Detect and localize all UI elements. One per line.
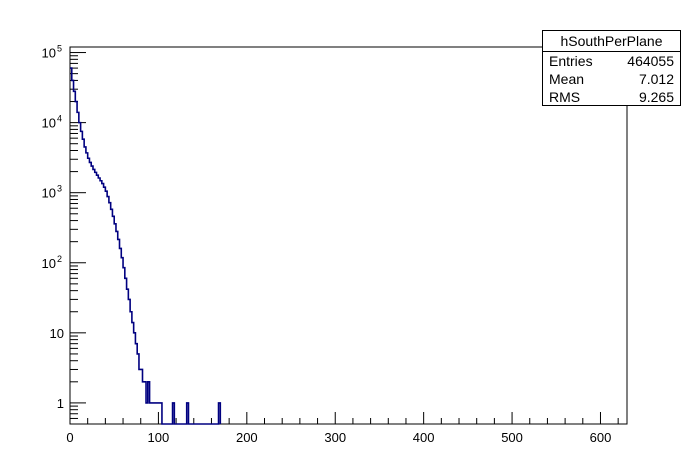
x-tick-label: 100 — [148, 430, 170, 445]
stats-row-entries: Entries 464055 — [543, 52, 680, 70]
plot-frame — [69, 46, 628, 425]
y-tick-exponent: 5 — [57, 44, 62, 54]
y-tick-label: 10 — [42, 116, 56, 131]
stats-rms-label: RMS — [549, 89, 581, 105]
histogram-line — [70, 67, 222, 425]
y-tick-exponent: 3 — [57, 184, 62, 194]
stats-entries-value: 464055 — [627, 53, 674, 69]
y-tick-label: 10 — [42, 46, 56, 61]
stats-entries-label: Entries — [549, 53, 593, 69]
y-tick-label: 10 — [50, 326, 64, 341]
y-tick-exponent: 4 — [57, 114, 62, 124]
stats-row-mean: Mean 7.012 — [543, 70, 680, 88]
y-tick-label: 10 — [42, 186, 56, 201]
stats-box: hSouthPerPlane Entries 464055 Mean 7.012… — [542, 30, 681, 106]
y-tick-label: 10 — [42, 256, 56, 271]
x-tick-label: 200 — [236, 430, 258, 445]
x-tick-label: 300 — [324, 430, 346, 445]
y-tick-label: 1 — [57, 396, 64, 411]
stats-row-rms: RMS 9.265 — [543, 88, 680, 106]
stats-title: hSouthPerPlane — [543, 31, 680, 52]
x-tick-label: 600 — [590, 430, 612, 445]
stats-mean-label: Mean — [549, 71, 585, 87]
x-tick-label: 0 — [66, 430, 73, 445]
x-tick-label: 400 — [413, 430, 435, 445]
x-tick-label: 500 — [501, 430, 523, 445]
stats-mean-value: 7.012 — [638, 71, 674, 87]
y-tick-exponent: 2 — [57, 254, 62, 264]
stats-rms-value: 9.265 — [638, 89, 674, 105]
